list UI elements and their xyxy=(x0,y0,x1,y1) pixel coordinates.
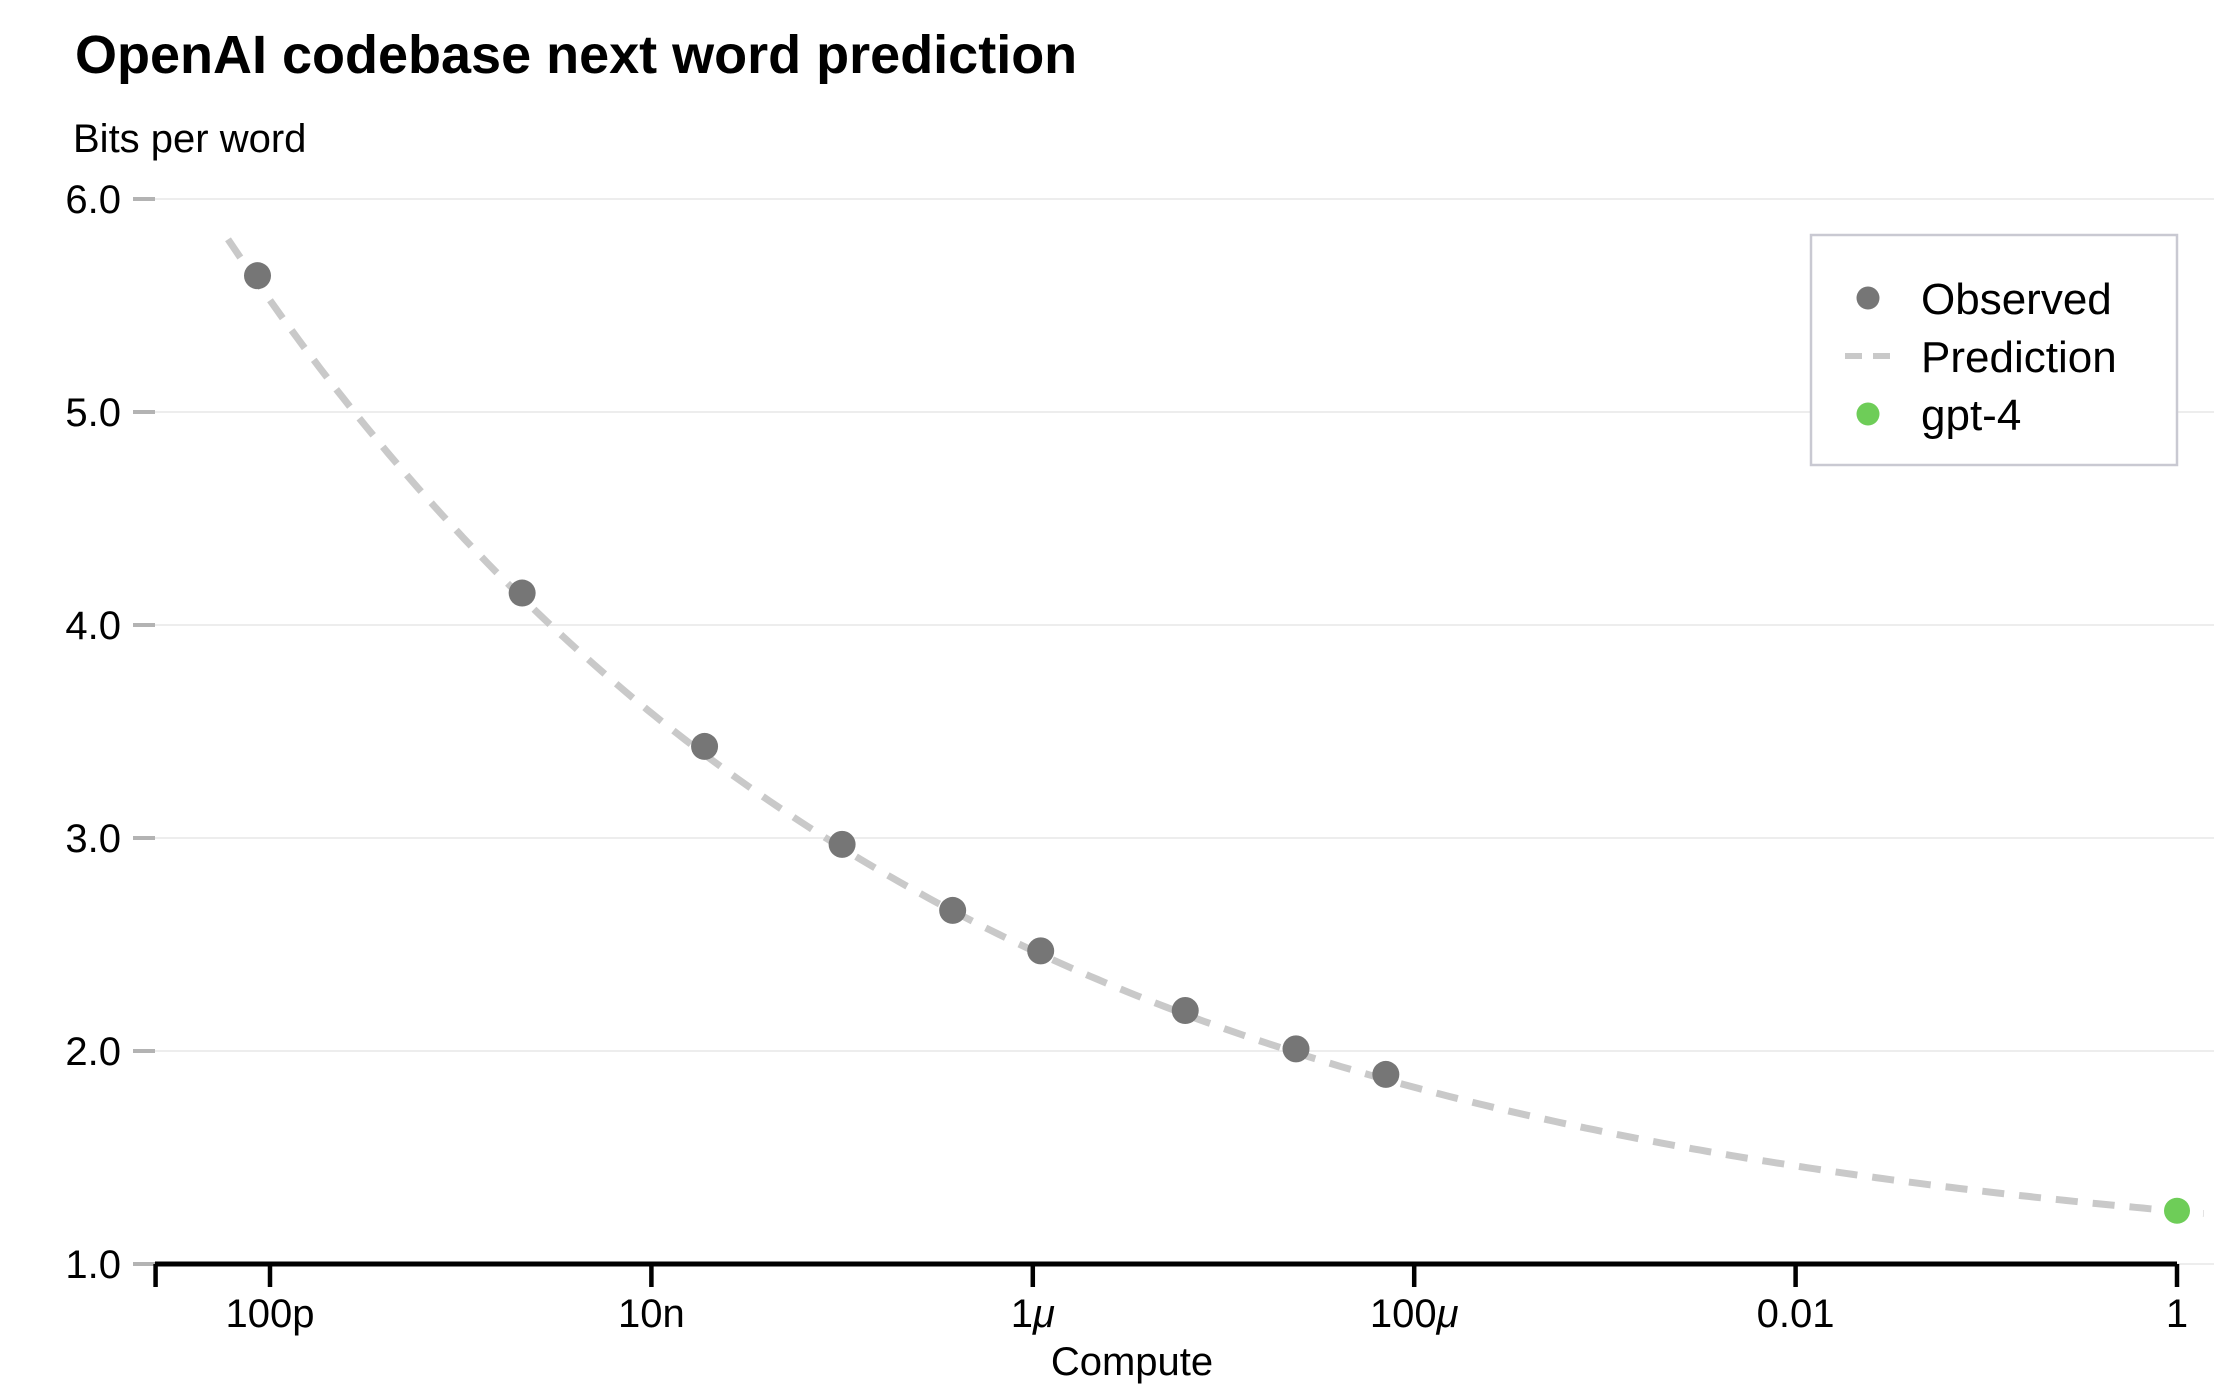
x-axis: 100p 10n 1μ 100μ 0.01 1 xyxy=(153,1261,2188,1336)
x-tick-label: 100p xyxy=(226,1292,315,1336)
gpt4-point xyxy=(2164,1197,2190,1224)
observed-point xyxy=(1027,937,1055,965)
legend: Observed Prediction gpt-4 xyxy=(1809,233,2179,467)
y-tick-label: 5.0 xyxy=(65,391,121,435)
observed-marker-dot xyxy=(1856,286,1880,310)
y-tick-label: 4.0 xyxy=(65,604,121,648)
y-axis-title: Bits per word xyxy=(73,117,306,161)
x-tick-label: 1μ xyxy=(1011,1292,1055,1336)
y-tick-label: 6.0 xyxy=(65,178,121,222)
observed-point xyxy=(1171,997,1199,1025)
y-tick-label: 3.0 xyxy=(65,817,121,861)
observed-point xyxy=(828,830,856,858)
prediction-curve xyxy=(225,237,2205,1217)
y-axis-ticks: 6.0 5.0 4.0 3.0 2.0 1.0 xyxy=(65,178,155,1287)
chart-title: OpenAI codebase next word prediction xyxy=(75,25,1077,85)
observed-point xyxy=(508,579,536,607)
observed-point xyxy=(1282,1035,1310,1063)
legend-box xyxy=(1809,233,2179,467)
x-axis-title: Compute xyxy=(1051,1340,1213,1384)
gpt4-marker-dot xyxy=(1856,402,1880,426)
legend-label: Prediction xyxy=(1921,333,2117,382)
legend-item-prediction: Prediction xyxy=(1845,333,2117,382)
x-tick-label: 10n xyxy=(618,1292,685,1336)
legend-label: gpt-4 xyxy=(1921,391,2021,440)
legend-item-gpt4: gpt-4 xyxy=(1856,391,2021,440)
legend-item-observed: Observed xyxy=(1856,275,2112,324)
data-series xyxy=(225,237,2205,1224)
observed-point xyxy=(244,262,272,290)
y-tick-label: 1.0 xyxy=(65,1243,121,1287)
observed-point xyxy=(691,732,719,760)
y-tick-label: 2.0 xyxy=(65,1030,121,1074)
observed-point xyxy=(939,896,967,924)
x-tick-label: 1 xyxy=(2166,1292,2188,1336)
observed-point xyxy=(1372,1060,1400,1088)
x-tick-label: 0.01 xyxy=(1757,1292,1835,1336)
legend-label: Observed xyxy=(1921,275,2112,324)
x-tick-label: 100μ xyxy=(1370,1292,1459,1336)
